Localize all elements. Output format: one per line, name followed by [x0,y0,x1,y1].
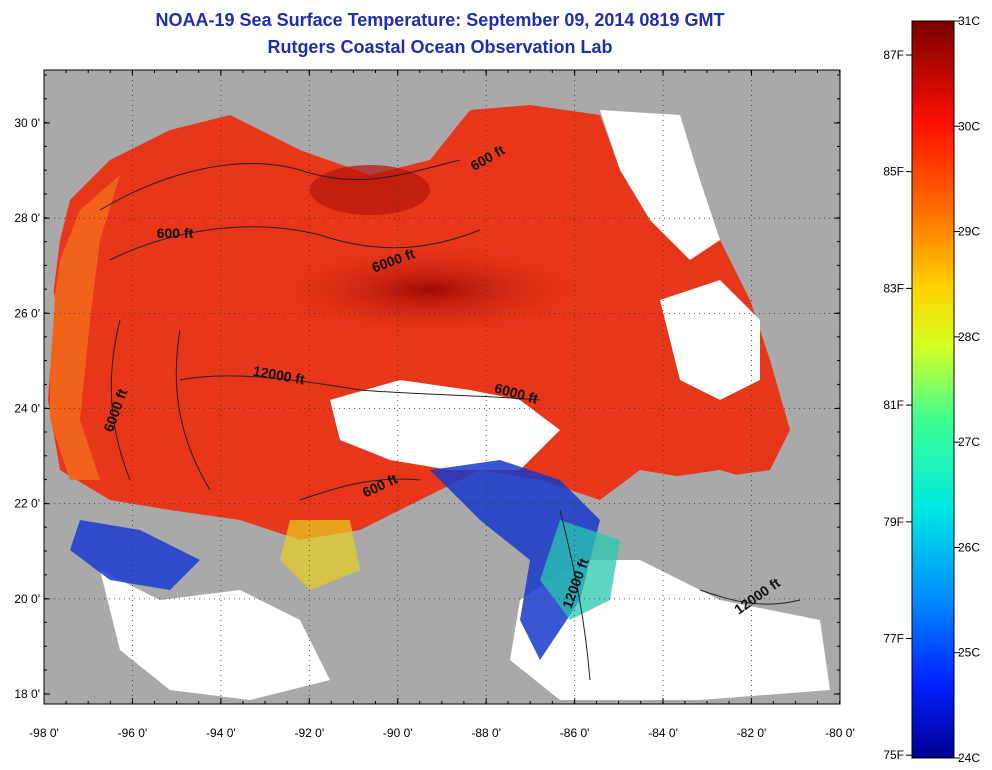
celsius-label: 26C [958,540,980,554]
celsius-label: 28C [958,330,980,344]
yellow-water-patch [280,520,360,590]
celsius-label: 24C [958,751,980,765]
latitude-label: 24 0' [14,402,40,416]
hot-patch [310,165,430,215]
cool-water-yucatan [70,520,200,590]
fahrenheit-label: 79F [883,515,904,529]
fahrenheit-label: 75F [883,748,904,762]
longitude-label: -84 0' [648,726,678,740]
cloud-area-south [100,570,330,700]
orange-band [50,175,120,480]
land-mexico [44,230,55,520]
fahrenheit-label: 85F [883,165,904,179]
celsius-label: 30C [958,119,980,133]
latitude-label: 30 0' [14,116,40,130]
land-yucatan [370,540,520,690]
latitude-label: 18 0' [14,687,40,701]
longitude-label: -80 0' [825,726,855,740]
celsius-label: 27C [958,435,980,449]
longitude-label: -96 0' [118,726,148,740]
fahrenheit-label: 81F [883,398,904,412]
latitude-label: 26 0' [14,306,40,320]
fahrenheit-label: 83F [883,281,904,295]
longitude-label: -88 0' [471,726,501,740]
cloud-area-east [660,280,760,400]
latitude-label: 28 0' [14,211,40,225]
longitude-label: -98 0' [29,726,59,740]
longitude-label: -86 0' [560,726,590,740]
latitude-labels: 30 0' 28 0' 26 0' 24 0' 22 0' 20 0' 18 0' [14,116,40,701]
celsius-label: 25C [958,646,980,660]
longitude-label: -82 0' [737,726,767,740]
celsius-label: 29C [958,225,980,239]
fahrenheit-label: 87F [883,48,904,62]
cloud-area-florida [600,110,720,260]
longitude-label: -90 0' [383,726,413,740]
hot-core [260,240,600,340]
graticule [43,70,841,704]
celsius-label: 31C [958,14,980,28]
longitude-label: -92 0' [294,726,324,740]
colorbar [911,20,955,759]
longitude-label: -94 0' [206,726,236,740]
land-north-coast [44,70,760,230]
cyan-water-patch [540,520,620,620]
cool-water-channel [430,460,600,660]
latitude-label: 20 0' [14,592,40,606]
map-subtitle: Rutgers Coastal Ocean Observation Lab [267,37,613,57]
colorbar-labels: 31C 30C 29C 28C 27C 26C 25C 24C 87F 85F 83F 81F 79F 7… [883,14,980,765]
bathymetry-contours [99,159,801,681]
land-florida [760,70,840,340]
latitude-label: 22 0' [14,497,40,511]
land-cuba [600,470,840,540]
longitude-labels: -98 0' -96 0' -94 0' -92 0' -90 0' -88 0' -86 … [29,726,855,740]
fahrenheit-label: 77F [883,632,904,646]
contour-label: 600 ft [157,225,194,241]
cloud-area-center [330,380,560,470]
map-title: NOAA-19 Sea Surface Temperature: Septemb… [155,10,725,30]
